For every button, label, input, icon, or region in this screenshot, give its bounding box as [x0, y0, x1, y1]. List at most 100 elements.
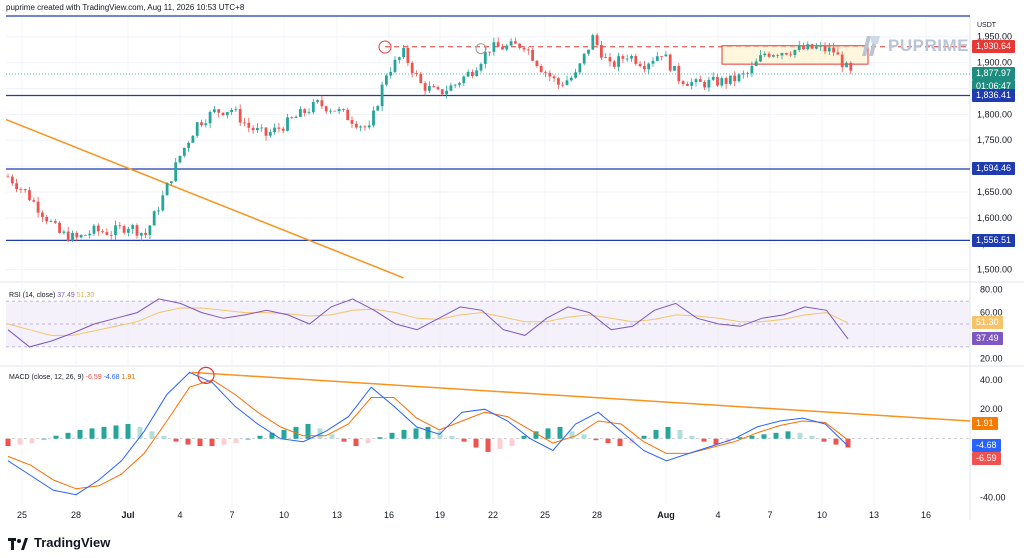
- macd-trendline: [191, 371, 971, 422]
- candle-body: [793, 49, 797, 56]
- candle-body: [234, 109, 238, 110]
- price-tick-label: 1,750.00: [977, 135, 1012, 145]
- macd-histogram-bar: [773, 432, 779, 439]
- candle-body: [565, 80, 569, 85]
- candle-body: [114, 225, 117, 235]
- candle-body: [617, 56, 620, 67]
- candle-body: [118, 225, 122, 227]
- macd-tick-label: -40.00: [980, 493, 1006, 503]
- candle-body: [548, 72, 552, 77]
- candle-body: [350, 120, 354, 124]
- candle-body: [324, 106, 328, 112]
- level-price-tag: 1,694.46: [972, 162, 1016, 176]
- candle-body: [88, 233, 92, 236]
- time-tick-label: 4: [715, 510, 720, 520]
- macd-histogram-bar: [545, 428, 551, 439]
- candle-body: [410, 62, 414, 74]
- annotation-circle: [475, 43, 487, 55]
- tradingview-footer[interactable]: TradingView: [8, 535, 110, 550]
- candle-body: [789, 54, 792, 56]
- candle-body: [286, 117, 289, 131]
- time-tick-label: 7: [767, 510, 772, 520]
- rsi-value-tag: 37.49: [972, 331, 1003, 345]
- candle-body: [105, 232, 109, 235]
- time-tick-label: Jul: [121, 510, 134, 520]
- price-tick-label: 1,800.00: [977, 109, 1012, 119]
- candle-body: [428, 86, 431, 91]
- time-tick-label: 16: [384, 510, 394, 520]
- candle-body: [92, 225, 96, 234]
- macd-histogram-bar: [749, 435, 755, 439]
- macd-histogram-bar: [5, 438, 11, 447]
- macd-histogram-bar: [149, 431, 155, 439]
- time-tick-label: Aug: [657, 510, 675, 520]
- candle-body: [376, 106, 380, 111]
- macd-histogram-bar: [161, 435, 167, 439]
- candle-body: [561, 84, 565, 86]
- candle-body: [815, 46, 818, 49]
- candle-body: [772, 55, 775, 57]
- macd-histogram-bar: [197, 438, 203, 447]
- macd-histogram-bar: [17, 438, 23, 445]
- candle-body: [380, 84, 384, 107]
- candle-body: [268, 132, 272, 136]
- candle-body: [307, 112, 311, 114]
- candle-body: [849, 62, 853, 71]
- candle-body: [750, 65, 754, 74]
- macd-tick-label: 40.00: [980, 375, 1003, 385]
- rsi-line: [7, 298, 849, 348]
- candle-body: [557, 78, 560, 85]
- candle-body: [440, 89, 444, 95]
- candle-body: [135, 225, 139, 236]
- candle-body: [698, 79, 702, 82]
- candle-body: [458, 83, 461, 85]
- candle-body: [191, 135, 195, 143]
- candle-body: [655, 56, 659, 61]
- macd-histogram-bar: [437, 431, 443, 439]
- candle-body: [643, 66, 646, 70]
- price-tick-label: 1,900.00: [977, 58, 1012, 68]
- candle-body: [66, 231, 70, 241]
- candle-body: [763, 53, 767, 56]
- candle-body: [686, 84, 689, 86]
- candle-body: [587, 49, 590, 54]
- candle-body: [595, 35, 599, 46]
- candle-body: [397, 57, 401, 60]
- macd-value-tag: -4.68: [972, 439, 1001, 453]
- macd-panel: 40.00 20.00 -40.00: [5, 371, 1006, 503]
- candle-body: [45, 217, 49, 222]
- candle-body: [53, 221, 57, 223]
- candle-body: [591, 35, 595, 50]
- price-trendline[interactable]: [5, 118, 404, 279]
- macd-histogram-bar: [329, 434, 335, 439]
- candle-body: [552, 76, 556, 79]
- annotation-circles[interactable]: [197, 40, 487, 384]
- macd-histogram-bar: [677, 429, 683, 439]
- candle-body: [845, 62, 848, 68]
- candle-body: [62, 231, 66, 233]
- candle-body: [660, 56, 663, 58]
- candle-body: [200, 122, 203, 126]
- time-tick-label: 22: [488, 510, 498, 520]
- candle-body: [634, 55, 638, 64]
- macd-histogram-bar: [137, 426, 143, 439]
- candle-body: [638, 63, 642, 67]
- candle-body: [432, 86, 436, 88]
- macd-histogram-bar: [593, 438, 599, 441]
- candle-body: [204, 123, 208, 126]
- candle-body: [28, 190, 31, 201]
- candle-body: [148, 225, 152, 235]
- candle-body: [346, 109, 350, 121]
- macd-line: [7, 371, 849, 496]
- macd-histogram-bar: [125, 423, 131, 439]
- candle-body: [522, 48, 526, 50]
- candle-body: [574, 72, 577, 78]
- macd-legend-hist: 1.91: [121, 374, 136, 381]
- price-tick-label: 1,950.00: [977, 32, 1012, 42]
- candle-body: [531, 49, 534, 61]
- candle-body: [677, 65, 681, 82]
- candle-body: [402, 48, 405, 58]
- time-axis: 25 28 Jul 4 7 10 13 16 19 22 25 28 Aug 4 7 10 13 16: [17, 510, 931, 520]
- macd-histogram-bar: [485, 438, 491, 452]
- candle-body: [449, 85, 453, 91]
